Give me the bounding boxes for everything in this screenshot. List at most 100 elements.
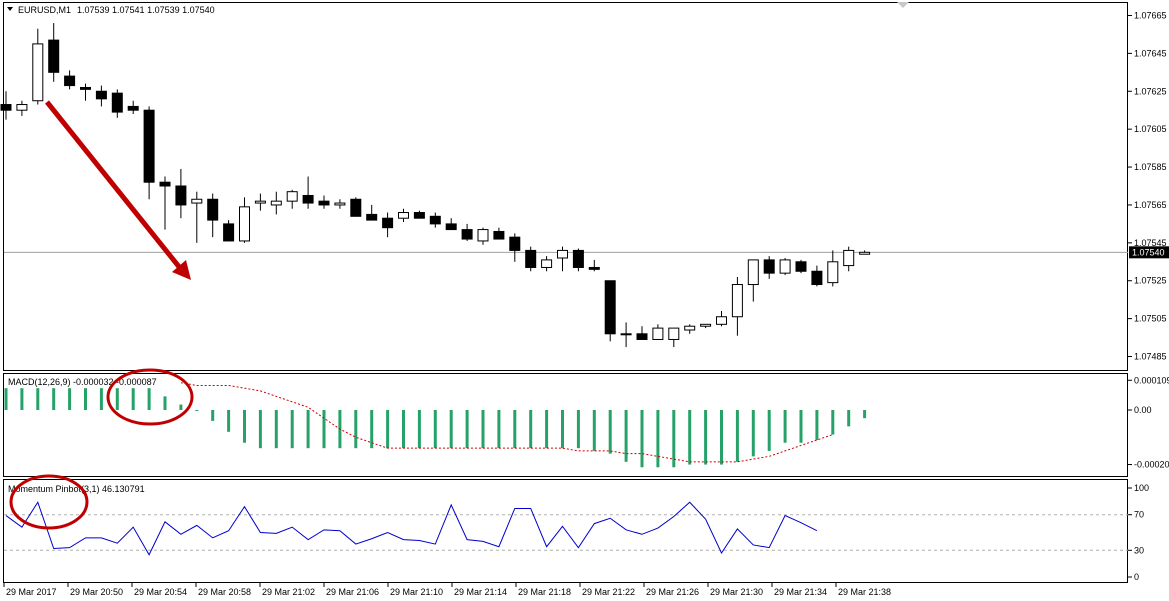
candle <box>80 83 91 101</box>
momentum-tick-label: 30 <box>1134 545 1144 555</box>
candle <box>48 23 60 82</box>
candle-body-bear <box>461 229 473 240</box>
time-axis: 29 Mar 2017 29 Mar 20:50 29 Mar 20:54 29 Ma… <box>3 583 891 597</box>
macd-pane[interactable] <box>3 373 1128 477</box>
candle <box>827 250 839 287</box>
candle-body-bear <box>382 217 394 229</box>
candle-body-bear <box>64 75 76 87</box>
candle-body-bull <box>239 206 250 242</box>
candle-body-bear <box>223 223 235 242</box>
candle <box>684 324 696 334</box>
candle-body-bear <box>811 270 823 286</box>
candle <box>16 100 28 116</box>
candle-body-bear <box>95 90 107 100</box>
shift-marker-icon[interactable] <box>897 2 909 8</box>
candle-body-bear <box>159 181 171 187</box>
candles <box>0 23 871 348</box>
candle <box>477 227 489 245</box>
momentum-levels <box>4 514 1128 551</box>
candle <box>32 28 44 105</box>
time-tick-label: 29 Mar 21:10 <box>390 587 443 597</box>
candle-body-bull <box>684 325 696 331</box>
candle <box>716 311 727 327</box>
candle <box>159 176 171 230</box>
candle-body-bull <box>16 104 28 111</box>
candle <box>779 258 791 276</box>
candle-body-bull <box>557 249 568 259</box>
time-tick-label: 29 Mar 21:06 <box>326 587 379 597</box>
candle <box>636 326 648 340</box>
candle <box>509 233 521 262</box>
current-price-box <box>1129 246 1169 259</box>
candle-body-bull <box>254 200 266 204</box>
candle <box>604 280 616 342</box>
candle <box>429 212 441 228</box>
candle-body-bear <box>620 333 632 336</box>
candle <box>175 168 187 219</box>
candle <box>0 91 12 120</box>
candle-body-bull <box>747 259 759 286</box>
candle-body-bull <box>779 259 791 274</box>
price-tick-label: 1.07605 <box>1134 124 1167 134</box>
price-tick-label: 1.07625 <box>1134 86 1167 96</box>
time-tick-label: 29 Mar 21:18 <box>518 587 571 597</box>
candle-body-bull <box>334 202 346 206</box>
time-tick-label: 29 Mar 21:02 <box>262 587 315 597</box>
candle <box>382 212 394 238</box>
candle-body-bear <box>366 213 378 221</box>
candle <box>652 324 664 340</box>
candle <box>747 259 759 302</box>
candle-body-bear <box>80 86 91 90</box>
candle <box>143 106 155 200</box>
momentum-tick-label: 70 <box>1134 510 1144 520</box>
candle-body-bear <box>445 223 457 231</box>
candle <box>64 70 76 90</box>
macd-tick-label: 0.000109 <box>1134 375 1169 385</box>
candle-body-bear <box>143 109 155 183</box>
candle <box>413 210 425 219</box>
candle <box>286 189 298 209</box>
time-tick-label: 29 Mar 21:14 <box>454 587 507 597</box>
price-axis: 1.07665 1.07645 1.07625 1.07605 1.07585 1.075… <box>1128 10 1167 362</box>
candle <box>254 193 266 211</box>
candle <box>700 323 712 329</box>
candle <box>270 191 282 215</box>
price-tick-label: 1.07505 <box>1134 314 1167 324</box>
current-price-label: 1.07540 <box>1132 247 1165 257</box>
candle <box>525 246 537 272</box>
candle-body-bear <box>636 333 648 340</box>
candle-body-bear <box>111 92 123 113</box>
candle <box>223 220 235 242</box>
candle <box>668 327 680 348</box>
candle <box>572 248 584 272</box>
candle-body-bear <box>604 280 616 335</box>
candle <box>859 250 871 255</box>
macd-axis: 0.000109 0.00 -0.00020 <box>1128 375 1169 470</box>
price-tick-label: 1.07585 <box>1134 162 1167 172</box>
time-tick-label: 29 Mar 21:34 <box>774 587 827 597</box>
candle-body-bear <box>302 194 314 204</box>
candle <box>318 195 330 209</box>
momentum-tick-label: 100 <box>1134 483 1149 493</box>
price-pane[interactable] <box>3 2 1128 371</box>
candle <box>588 259 600 272</box>
candle-body-bull <box>286 191 298 202</box>
candle-body-bear <box>175 185 187 206</box>
candle-body-bear <box>572 249 584 268</box>
macd-histogram <box>4 388 867 468</box>
candle-body-bear <box>795 261 807 272</box>
candle-body-bear <box>413 212 425 219</box>
candle <box>620 322 632 348</box>
price-tick-label: 1.07565 <box>1134 200 1167 210</box>
candle-body-bear <box>350 198 362 217</box>
dropdown-arrow-icon[interactable] <box>7 7 13 11</box>
time-tick-label: 29 Mar 21:26 <box>646 587 699 597</box>
candle <box>366 204 378 221</box>
candle-body-bull <box>652 327 664 340</box>
candle <box>334 199 346 209</box>
candle <box>557 246 568 272</box>
time-tick-label: 29 Mar 20:50 <box>70 587 123 597</box>
time-tick-label: 29 Mar 20:58 <box>198 587 251 597</box>
price-header: EURUSD,M1 1.07539 1.07541 1.07539 1.0754… <box>7 5 215 15</box>
